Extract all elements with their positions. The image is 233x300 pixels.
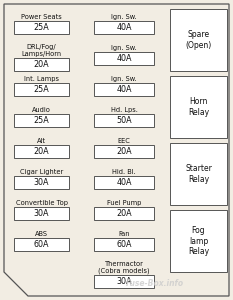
Bar [14, 207, 69, 220]
Text: 30A: 30A [34, 209, 49, 218]
Text: 30A: 30A [34, 178, 49, 187]
Text: 30A: 30A [116, 277, 132, 286]
Text: Fuel Pump: Fuel Pump [107, 200, 141, 206]
Bar [94, 52, 154, 65]
Text: Cigar Lighter: Cigar Lighter [20, 169, 63, 175]
Text: 40A: 40A [116, 178, 132, 187]
Bar [94, 176, 154, 189]
Text: Hid. Bl.: Hid. Bl. [112, 169, 136, 175]
Text: Horn
Relay: Horn Relay [188, 97, 209, 117]
Text: Ign. Sw.: Ign. Sw. [111, 76, 137, 82]
Bar [94, 114, 154, 127]
Text: Spare
(Open): Spare (Open) [185, 30, 212, 50]
Text: Convertible Top: Convertible Top [16, 200, 68, 206]
Text: 40A: 40A [116, 23, 132, 32]
Bar [94, 21, 154, 34]
Text: 20A: 20A [116, 209, 132, 218]
Text: 25A: 25A [34, 116, 49, 125]
Bar [170, 210, 227, 272]
Text: Audio: Audio [32, 107, 51, 113]
Text: Fuse-Box.info: Fuse-Box.info [126, 280, 184, 289]
Text: 20A: 20A [34, 60, 49, 69]
Bar [94, 275, 154, 288]
Bar [170, 76, 227, 138]
Bar [14, 83, 69, 96]
Text: Hd. Lps.: Hd. Lps. [111, 107, 137, 113]
Text: Ign. Sw.: Ign. Sw. [111, 14, 137, 20]
Bar [94, 83, 154, 96]
Bar [170, 9, 227, 71]
Text: EEC: EEC [118, 138, 130, 144]
Text: 50A: 50A [116, 116, 132, 125]
Text: 20A: 20A [116, 147, 132, 156]
Bar [170, 143, 227, 205]
Text: Fan: Fan [118, 231, 130, 237]
Text: 60A: 60A [116, 240, 132, 249]
Bar [14, 114, 69, 127]
Bar [14, 176, 69, 189]
Text: 40A: 40A [116, 85, 132, 94]
Text: 25A: 25A [34, 23, 49, 32]
Text: Int. Lamps: Int. Lamps [24, 76, 59, 82]
Text: Ign. Sw.: Ign. Sw. [111, 45, 137, 51]
Bar [14, 21, 69, 34]
Text: Thermactor
(Cobra models): Thermactor (Cobra models) [98, 261, 150, 274]
Text: ABS: ABS [35, 231, 48, 237]
Text: Fog
lamp
Relay: Fog lamp Relay [188, 226, 209, 256]
Text: DRL/Fog/
Lamps/Horn: DRL/Fog/ Lamps/Horn [21, 44, 62, 57]
Bar [14, 58, 69, 71]
Text: 60A: 60A [34, 240, 49, 249]
Text: 40A: 40A [116, 54, 132, 63]
Text: 25A: 25A [34, 85, 49, 94]
Text: 20A: 20A [34, 147, 49, 156]
Text: Power Seats: Power Seats [21, 14, 62, 20]
Bar [14, 238, 69, 251]
Text: Alt: Alt [37, 138, 46, 144]
Bar [94, 238, 154, 251]
Bar [94, 145, 154, 158]
Bar [94, 207, 154, 220]
Text: Starter
Relay: Starter Relay [185, 164, 212, 184]
Bar [14, 145, 69, 158]
